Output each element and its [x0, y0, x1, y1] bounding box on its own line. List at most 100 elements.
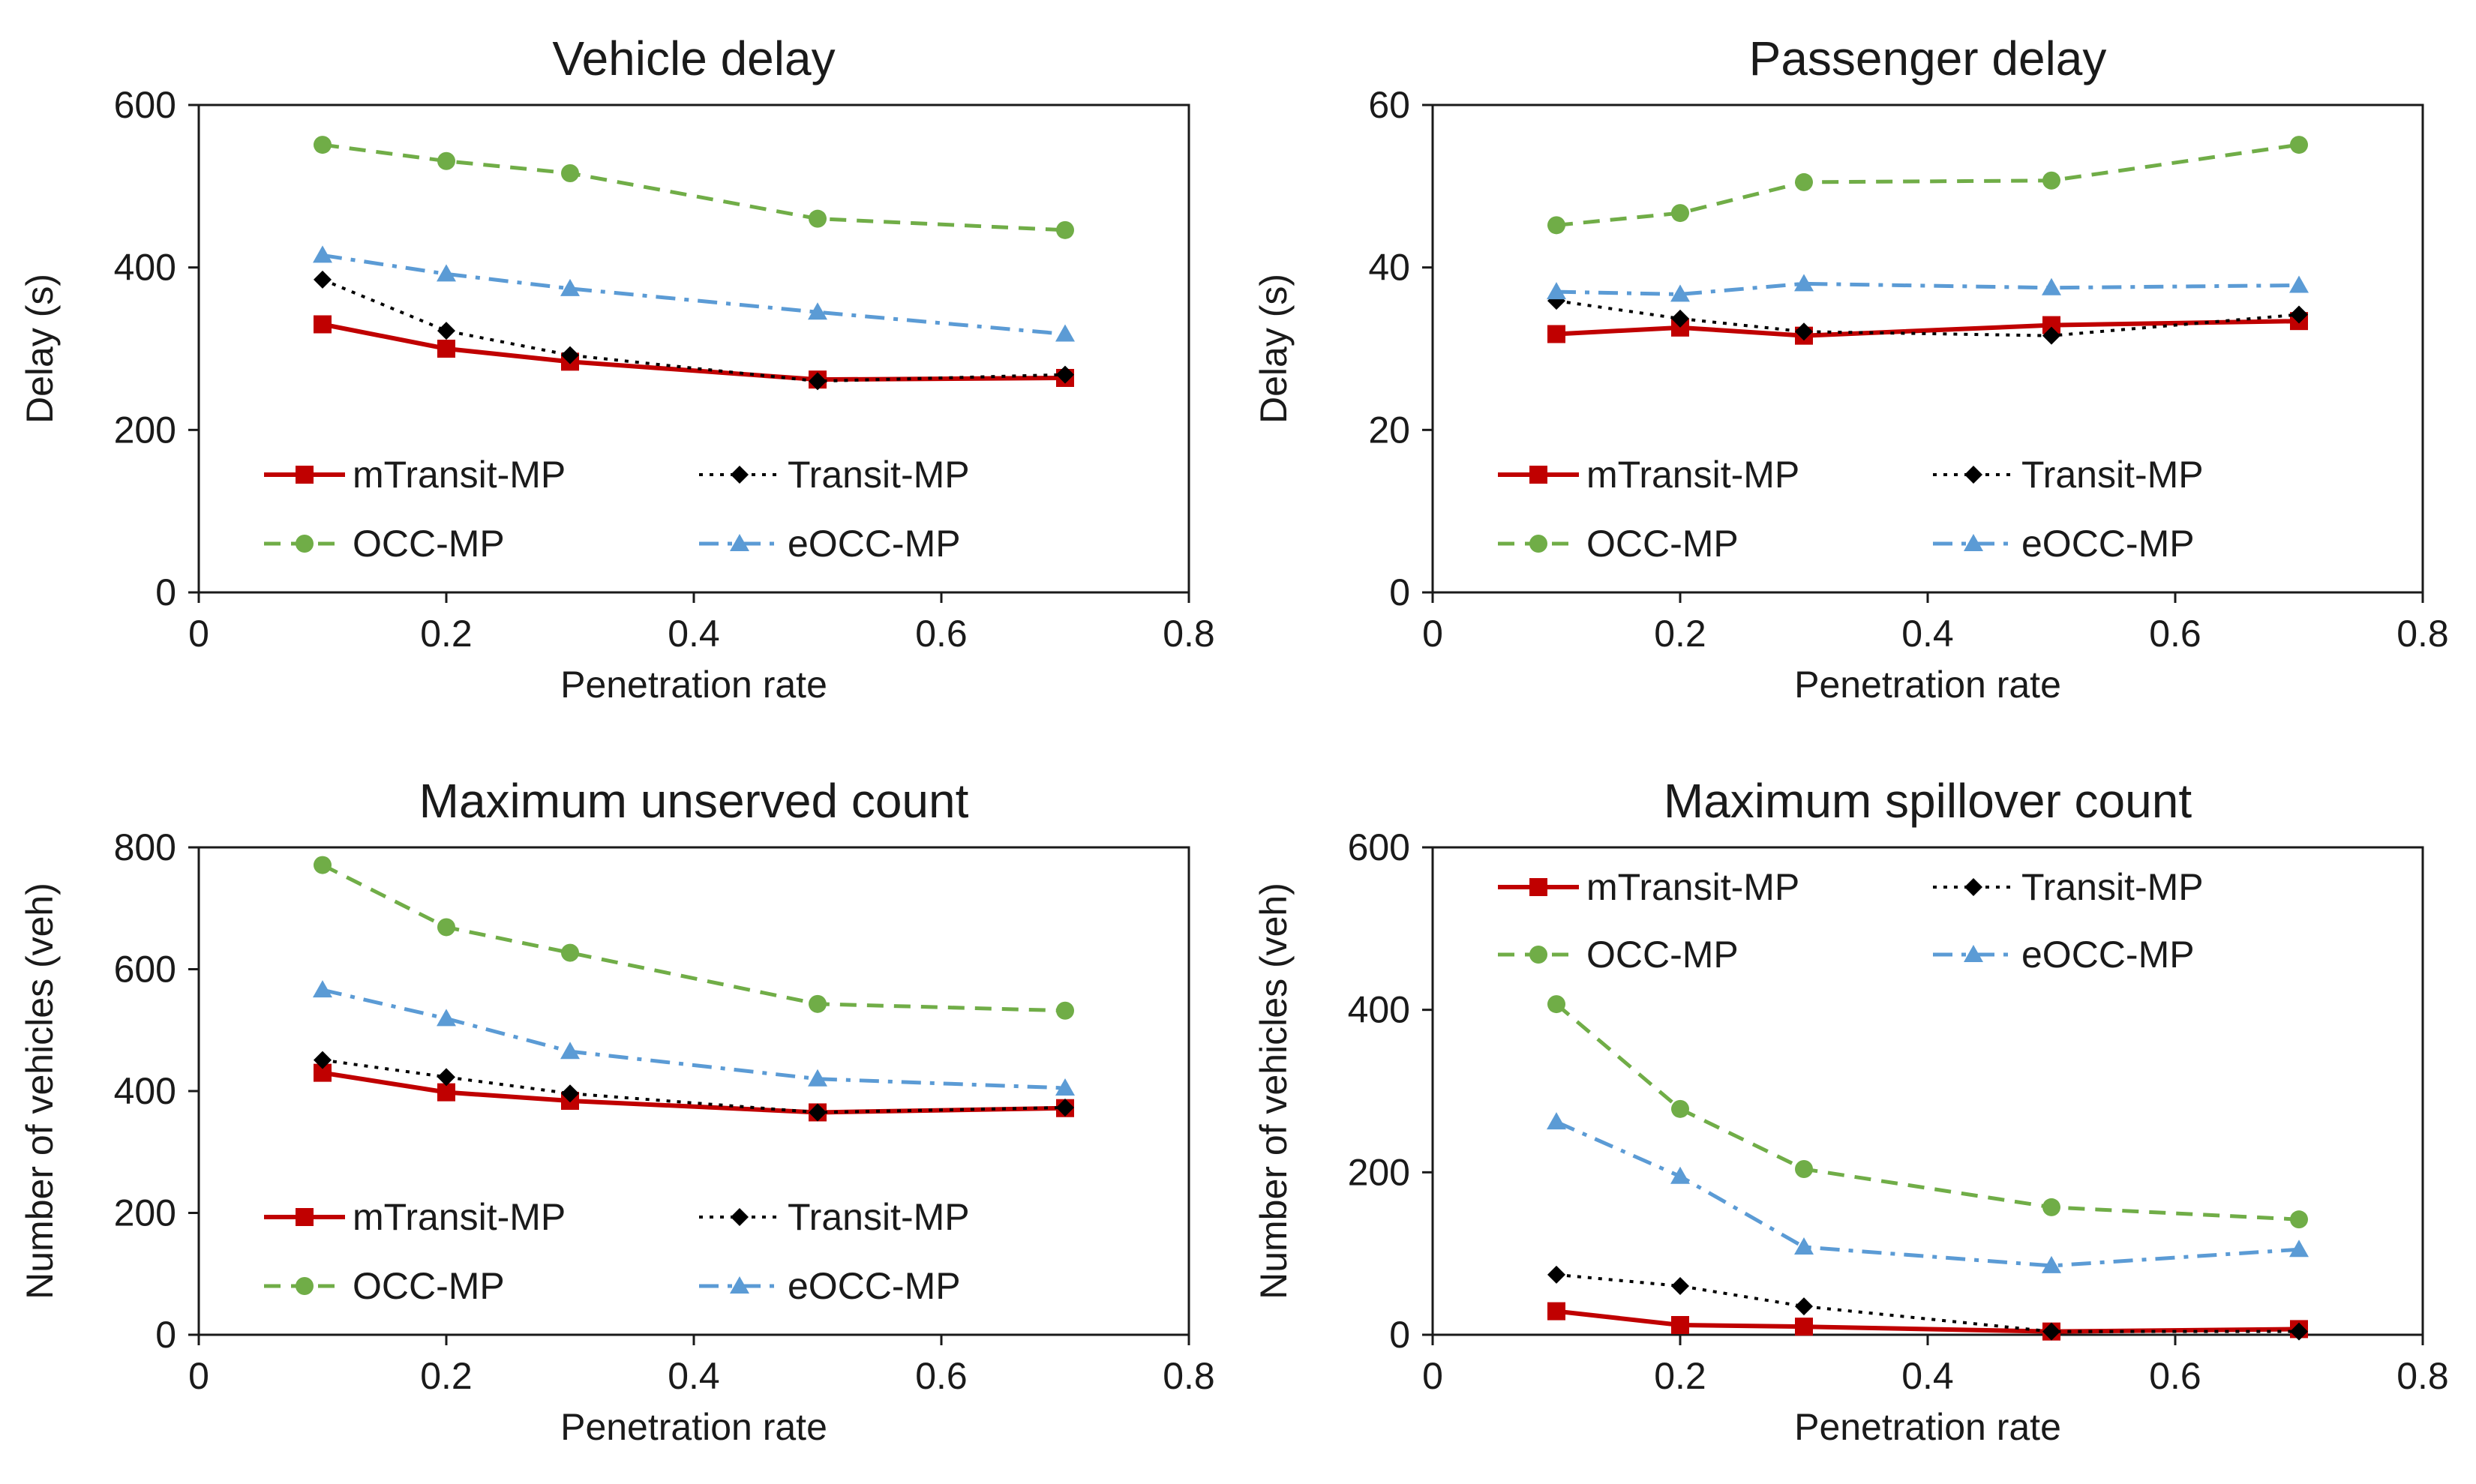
y-tick-label: 600 — [1348, 826, 1410, 868]
data-point — [437, 918, 455, 937]
legend-item-eocc-mp: eOCC-MP — [1933, 934, 2195, 976]
y-tick-label: 40 — [1368, 247, 1410, 289]
legend: mTransit-MP Transit-MP OCC-MP eOCC-MP — [264, 454, 970, 565]
x-axis-title: Penetration rate — [560, 664, 827, 706]
x-tick-label: 0.2 — [1654, 1355, 1706, 1397]
data-point — [1671, 204, 1689, 223]
series-transit-mp — [314, 270, 1074, 391]
series-line — [322, 278, 1066, 383]
data-point — [2289, 275, 2309, 293]
legend-item-eocc-mp: eOCC-MP — [1933, 523, 2195, 565]
legend-label: Transit-MP — [2021, 454, 2204, 496]
series-transit-mp — [314, 1051, 1074, 1122]
series-occ-mp — [314, 856, 1074, 1020]
legend-swatch-marker — [1964, 534, 1983, 551]
data-point — [2290, 1210, 2308, 1229]
y-tick-label: 0 — [155, 571, 176, 613]
y-tick-label: 400 — [114, 1070, 176, 1112]
chart-title: Passenger delay — [1749, 31, 2107, 85]
data-point — [437, 151, 455, 170]
legend-swatch-marker — [296, 1277, 314, 1295]
y-axis-title: Delay (s) — [1253, 274, 1295, 424]
series-occ-mp — [314, 136, 1074, 239]
chart-panel-4: Maximum spillover count 0 0.2 0.4 0.6 0.8 0 200… — [1253, 774, 2449, 1448]
series-line — [321, 863, 1066, 1013]
series-eocc-mp — [1547, 1112, 2309, 1273]
legend-label: Transit-MP — [788, 454, 970, 496]
legend-swatch-marker — [731, 466, 749, 484]
legend-label: OCC-MP — [353, 1265, 505, 1307]
data-point — [808, 1069, 827, 1087]
legend-label: eOCC-MP — [2021, 523, 2195, 565]
data-point — [1671, 309, 1689, 328]
chart-title: Maximum spillover count — [1664, 774, 2192, 828]
data-point — [313, 245, 332, 263]
series-eocc-mp — [313, 980, 1075, 1096]
data-point — [1056, 220, 1074, 239]
x-tick-label: 0.6 — [2149, 613, 2201, 655]
x-axis-title: Penetration rate — [560, 1406, 827, 1448]
legend-swatch-marker — [731, 1208, 749, 1226]
data-point — [2042, 277, 2061, 295]
data-point — [2290, 1322, 2308, 1341]
legend-swatch-marker — [1964, 466, 1982, 484]
data-point — [1670, 284, 1690, 302]
y-tick-label: 200 — [1348, 1151, 1410, 1193]
legend-label: mTransit-MP — [1586, 866, 1799, 908]
legend-item-transit-mp: Transit-MP — [699, 1196, 970, 1238]
series-eocc-mp — [313, 245, 1075, 342]
legend-item-occ-mp: OCC-MP — [1498, 523, 1739, 565]
data-point — [2290, 305, 2308, 324]
series-line — [1556, 299, 2300, 337]
legend-label: OCC-MP — [353, 523, 505, 565]
legend-item-mtransit-mp: mTransit-MP — [1498, 866, 1799, 908]
x-tick-label: 0.6 — [915, 613, 968, 655]
data-point — [2042, 1255, 2061, 1273]
data-point — [1794, 1237, 1814, 1255]
data-point — [1795, 172, 1813, 191]
y-tick-label: 0 — [1389, 1314, 1410, 1356]
x-tick-label: 0 — [1422, 1355, 1443, 1397]
legend-swatch-marker — [296, 535, 314, 553]
x-tick-label: 0.8 — [1163, 613, 1215, 655]
data-point — [437, 340, 455, 358]
y-tick-label: 20 — [1368, 409, 1410, 451]
y-axis-title: Delay (s) — [19, 274, 61, 424]
data-point — [560, 278, 580, 296]
legend-label: OCC-MP — [1586, 934, 1739, 976]
x-tick-label: 0.4 — [668, 1355, 720, 1397]
legend-swatch-marker — [1964, 945, 1983, 962]
legend-item-eocc-mp: eOCC-MP — [699, 523, 961, 565]
data-point — [1795, 1297, 1813, 1316]
series-line — [322, 142, 1066, 232]
data-point — [437, 322, 455, 340]
data-point — [1795, 1160, 1813, 1178]
data-point — [561, 1084, 579, 1103]
legend-label: eOCC-MP — [2021, 934, 2195, 976]
data-point — [1794, 274, 1814, 292]
plot-frame — [1431, 846, 2424, 1336]
data-point — [1056, 365, 1074, 384]
x-tick-label: 0.6 — [915, 1355, 968, 1397]
x-tick-label: 0.4 — [1901, 1355, 1954, 1397]
y-tick-label: 0 — [1389, 571, 1410, 613]
data-point — [314, 315, 332, 334]
legend-swatch-marker — [1964, 878, 1982, 896]
series-line — [322, 1058, 1066, 1114]
y-tick-label: 200 — [114, 409, 176, 451]
x-tick-label: 0.8 — [1163, 1355, 1215, 1397]
legend-label: mTransit-MP — [353, 454, 566, 496]
data-point — [313, 980, 332, 998]
series-line — [1556, 1273, 2299, 1333]
y-tick-label: 0 — [155, 1314, 176, 1356]
x-tick-label: 0.2 — [420, 1355, 473, 1397]
x-tick-label: 0.2 — [420, 613, 473, 655]
data-point — [1547, 282, 1566, 300]
data-point — [314, 136, 332, 154]
chart-panel-2: Passenger delay 0 0.2 0.4 0.6 0.8 0 20 40 60 Penet… — [1253, 31, 2449, 706]
data-point — [314, 1051, 332, 1069]
legend-item-occ-mp: OCC-MP — [264, 1265, 505, 1307]
legend-swatch-marker — [730, 1276, 749, 1294]
series-occ-mp — [1547, 136, 2308, 235]
data-point — [1055, 324, 1075, 342]
